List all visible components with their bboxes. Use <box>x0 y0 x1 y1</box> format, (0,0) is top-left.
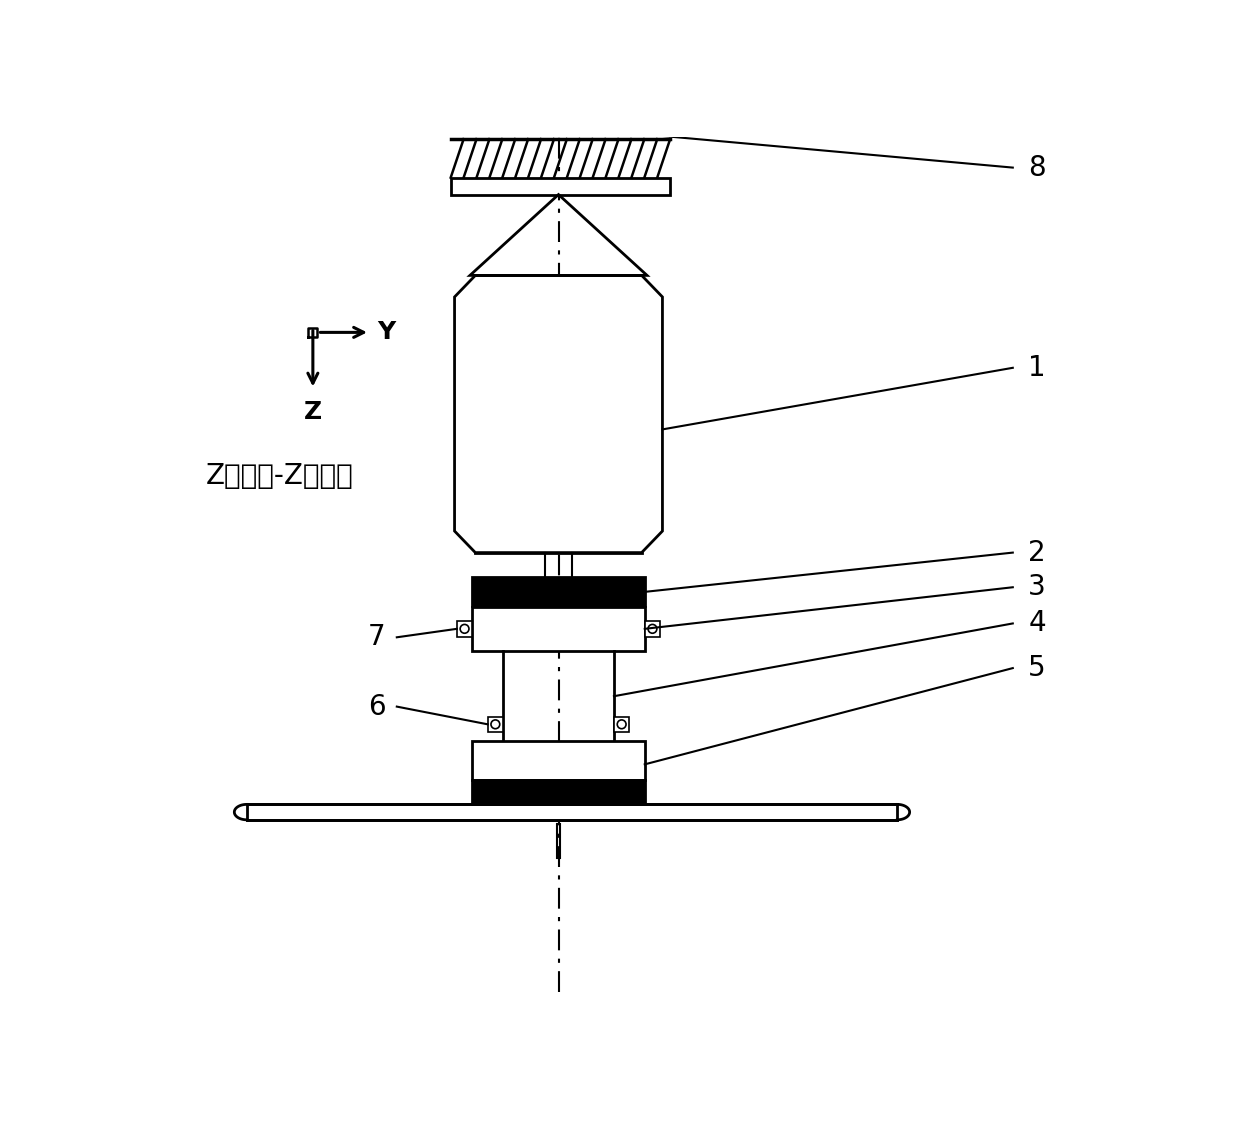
Text: 3: 3 <box>1028 573 1047 601</box>
Text: 6: 6 <box>367 693 386 720</box>
Text: 4: 4 <box>1028 610 1045 637</box>
Text: Y: Y <box>377 320 396 344</box>
Bar <box>487 717 503 732</box>
Bar <box>247 805 898 820</box>
Bar <box>472 780 645 805</box>
Text: 8: 8 <box>1028 154 1045 181</box>
Text: 7: 7 <box>367 624 386 651</box>
Bar <box>450 178 670 195</box>
Bar <box>614 717 630 732</box>
Bar <box>645 621 660 636</box>
Text: 5: 5 <box>1028 654 1045 682</box>
Text: Z向空载-Z向激励: Z向空载-Z向激励 <box>206 462 353 489</box>
Text: 2: 2 <box>1028 538 1045 567</box>
Polygon shape <box>455 276 662 553</box>
Text: Z: Z <box>304 400 322 424</box>
Bar <box>456 621 472 636</box>
Bar <box>472 741 645 780</box>
Bar <box>472 577 645 606</box>
Text: 1: 1 <box>1028 353 1045 382</box>
Bar <box>472 606 645 651</box>
